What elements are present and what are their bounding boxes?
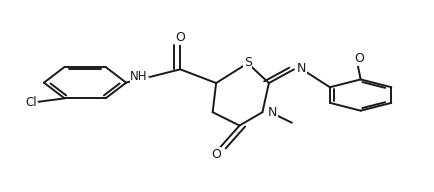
Text: S: S [244,56,252,69]
Text: NH: NH [130,70,148,84]
Text: N: N [268,106,277,119]
Text: O: O [211,148,220,161]
Text: O: O [175,31,185,44]
Text: N: N [296,62,306,75]
Text: Cl: Cl [25,96,37,109]
Text: O: O [354,52,364,65]
